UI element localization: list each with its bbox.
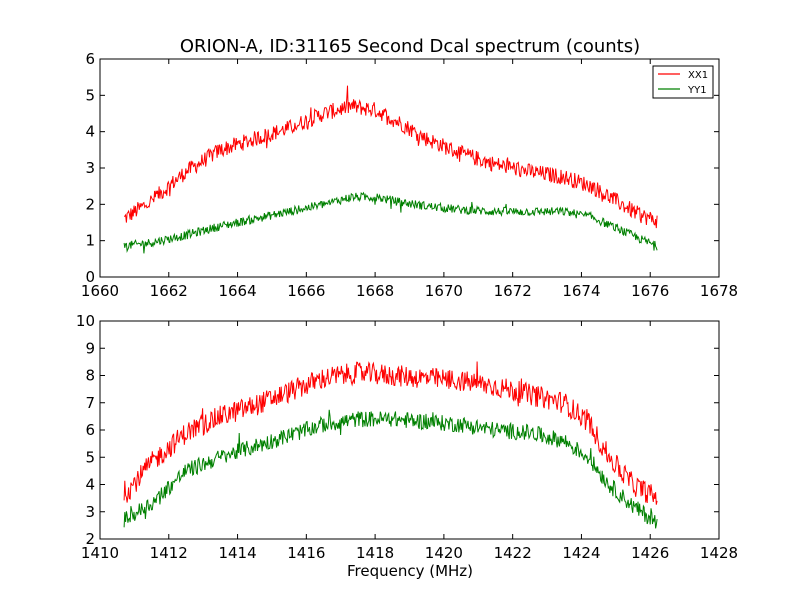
series-yy1-line [123,409,658,529]
y-tick-label: 5 [85,86,95,104]
y-tick-label: 7 [85,394,95,412]
y-tick-label: 9 [85,339,95,357]
x-tick-label: 1672 [494,282,532,300]
y-tick-label: 10 [76,312,95,330]
legend-label-xx1: XX1 [688,70,708,81]
y-tick-label: 4 [85,123,95,141]
series-xx1-line [123,361,658,505]
y-tick-label: 8 [85,367,95,385]
x-tick-label: 1424 [562,544,600,562]
x-tick-label: 1412 [150,544,188,562]
legend-frame [652,65,714,99]
y-tick-label: 6 [85,421,95,439]
legend-label-yy1: YY1 [687,85,707,96]
x-tick-label: 1414 [218,544,256,562]
series-yy1-line [123,191,658,254]
plot-frame [99,58,720,278]
y-tick-label: 2 [85,195,95,213]
x-tick-label: 1416 [287,544,325,562]
y-tick-label: 1 [85,232,95,250]
y-tick-label: 4 [85,476,95,494]
series-xx1-line [123,85,658,229]
y-tick-label: 3 [85,503,95,521]
top-panel: 1660 1662 1664 1666 1668 1670 1672 1674 1676 1678… [81,50,738,300]
x-tick-label: 1420 [425,544,463,562]
x-tick-label: 1668 [356,282,394,300]
x-tick-label: 1674 [562,282,600,300]
legend: XX1 YY1 [652,65,714,99]
bottom-panel: 1410 1412 1414 1416 1418 1420 1422 1424 1426 1428… [76,312,738,562]
x-tick-label: 1660 [81,282,119,300]
x-tick-label: 1418 [356,544,394,562]
y-tick-label: 0 [85,268,95,286]
x-tick-label: 1678 [700,282,738,300]
y-tick-label: 5 [85,448,95,466]
y-tick-label: 2 [85,530,95,548]
x-tick-label: 1666 [287,282,325,300]
y-tick-label: 6 [85,50,95,68]
x-axis-label: Frequency (MHz) [347,562,473,580]
figure-title: ORION-A, ID:31165 Second Dcal spectrum (… [180,36,640,57]
x-tick-label: 1664 [218,282,256,300]
x-tick-label: 1410 [81,544,119,562]
x-tick-label: 1676 [631,282,669,300]
x-tick-label: 1662 [150,282,188,300]
x-tick-label: 1428 [700,544,738,562]
x-tick-label: 1670 [425,282,463,300]
y-tick-label: 3 [85,159,95,177]
x-tick-label: 1422 [494,544,532,562]
x-tick-label: 1426 [631,544,669,562]
